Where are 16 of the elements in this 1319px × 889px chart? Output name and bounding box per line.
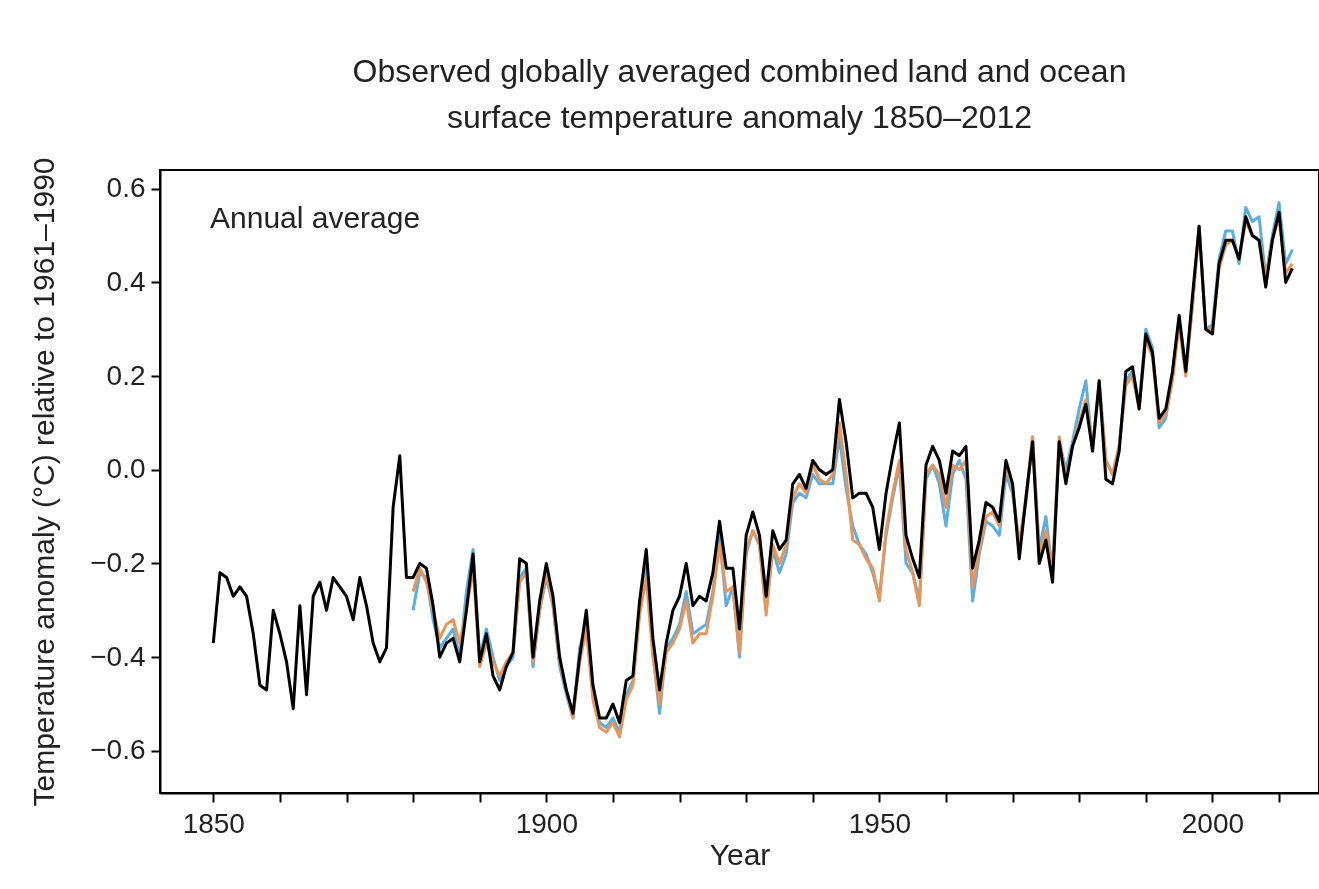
- x-tick-label: 2000: [1181, 807, 1245, 839]
- x-tick-label: 1950: [848, 807, 912, 839]
- y-tick-label: 0.0: [106, 453, 146, 485]
- y-tick-label: 0.2: [106, 359, 146, 391]
- x-tick-label: 1850: [182, 807, 245, 839]
- x-tick-label: 1900: [515, 807, 578, 839]
- y-tick-label: −0.2: [90, 546, 146, 578]
- y-tick-label: 0.4: [106, 265, 146, 297]
- y-axis-title: Temperature anomaly (°C) relative to 1961–1990: [27, 157, 61, 807]
- text: Observed globally averaged combined land and ocean: [352, 52, 1127, 89]
- x-axis-title: Year: [709, 837, 771, 871]
- annotation: Annual average: [210, 201, 421, 234]
- y-tick-label: 0.6: [106, 172, 146, 204]
- text: surface temperature anomaly 1850–2012: [446, 98, 1033, 135]
- y-tick-label: −0.4: [90, 640, 146, 672]
- y-tick-label: −0.6: [90, 734, 146, 766]
